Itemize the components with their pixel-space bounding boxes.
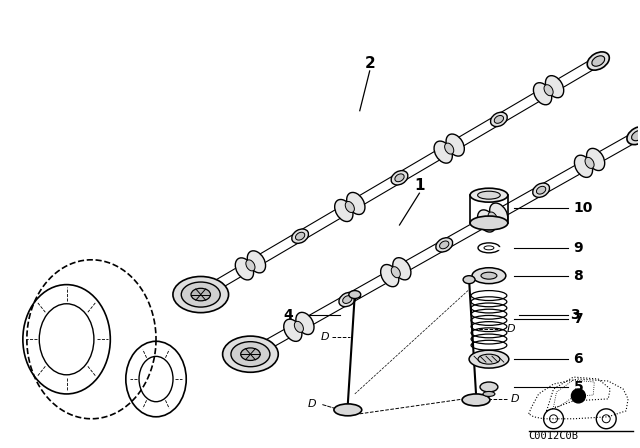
- Ellipse shape: [470, 216, 508, 230]
- Text: D: D: [506, 324, 515, 334]
- Ellipse shape: [440, 241, 449, 249]
- Ellipse shape: [536, 186, 546, 194]
- Ellipse shape: [632, 130, 640, 141]
- Text: D: D: [321, 332, 330, 342]
- Text: 4: 4: [284, 308, 293, 323]
- Ellipse shape: [445, 143, 454, 154]
- Text: 8: 8: [573, 269, 583, 283]
- Ellipse shape: [544, 85, 553, 96]
- Ellipse shape: [478, 354, 500, 364]
- Ellipse shape: [585, 157, 594, 168]
- Ellipse shape: [391, 267, 400, 278]
- Ellipse shape: [494, 116, 504, 123]
- Ellipse shape: [592, 56, 605, 66]
- Ellipse shape: [588, 52, 609, 70]
- Ellipse shape: [393, 258, 411, 280]
- Ellipse shape: [347, 192, 365, 215]
- Text: 7: 7: [573, 312, 583, 327]
- Ellipse shape: [292, 229, 308, 243]
- Ellipse shape: [296, 312, 314, 335]
- Text: D: D: [308, 399, 316, 409]
- Ellipse shape: [481, 272, 497, 279]
- Ellipse shape: [480, 382, 498, 392]
- Ellipse shape: [342, 296, 352, 303]
- Ellipse shape: [446, 134, 465, 156]
- Text: 2: 2: [364, 56, 375, 70]
- Ellipse shape: [472, 268, 506, 284]
- Ellipse shape: [181, 282, 220, 307]
- Ellipse shape: [339, 293, 356, 307]
- Ellipse shape: [462, 394, 490, 406]
- Text: D: D: [511, 394, 519, 404]
- Ellipse shape: [463, 276, 475, 284]
- Text: 3: 3: [570, 308, 580, 323]
- Ellipse shape: [381, 264, 399, 287]
- Ellipse shape: [284, 319, 302, 341]
- Ellipse shape: [191, 289, 211, 301]
- Ellipse shape: [436, 238, 452, 252]
- Ellipse shape: [434, 141, 452, 163]
- Ellipse shape: [477, 191, 500, 199]
- Ellipse shape: [395, 174, 404, 182]
- Ellipse shape: [345, 202, 355, 212]
- Text: 10: 10: [573, 201, 593, 215]
- Ellipse shape: [533, 83, 552, 105]
- Ellipse shape: [296, 232, 305, 240]
- Ellipse shape: [223, 336, 278, 372]
- Text: C0012C0B: C0012C0B: [529, 431, 579, 441]
- Ellipse shape: [490, 203, 508, 225]
- Ellipse shape: [294, 321, 303, 332]
- Text: 5: 5: [573, 380, 583, 394]
- Ellipse shape: [335, 199, 353, 222]
- Ellipse shape: [236, 258, 253, 280]
- Ellipse shape: [246, 260, 255, 271]
- Ellipse shape: [349, 291, 361, 298]
- Ellipse shape: [490, 112, 508, 127]
- Ellipse shape: [483, 392, 495, 396]
- Ellipse shape: [334, 404, 362, 416]
- Ellipse shape: [477, 210, 496, 232]
- Ellipse shape: [469, 350, 509, 368]
- Ellipse shape: [470, 188, 508, 202]
- Ellipse shape: [247, 251, 266, 273]
- Ellipse shape: [545, 76, 564, 98]
- Text: 6: 6: [573, 352, 583, 366]
- Ellipse shape: [488, 212, 497, 223]
- Text: 9: 9: [573, 241, 583, 255]
- Ellipse shape: [241, 348, 260, 361]
- Ellipse shape: [575, 155, 593, 177]
- Circle shape: [572, 389, 586, 403]
- Ellipse shape: [627, 126, 640, 145]
- Ellipse shape: [586, 148, 605, 171]
- Ellipse shape: [231, 342, 270, 367]
- Ellipse shape: [532, 183, 550, 198]
- Ellipse shape: [391, 171, 408, 185]
- Ellipse shape: [173, 276, 228, 313]
- Text: 1: 1: [414, 178, 424, 193]
